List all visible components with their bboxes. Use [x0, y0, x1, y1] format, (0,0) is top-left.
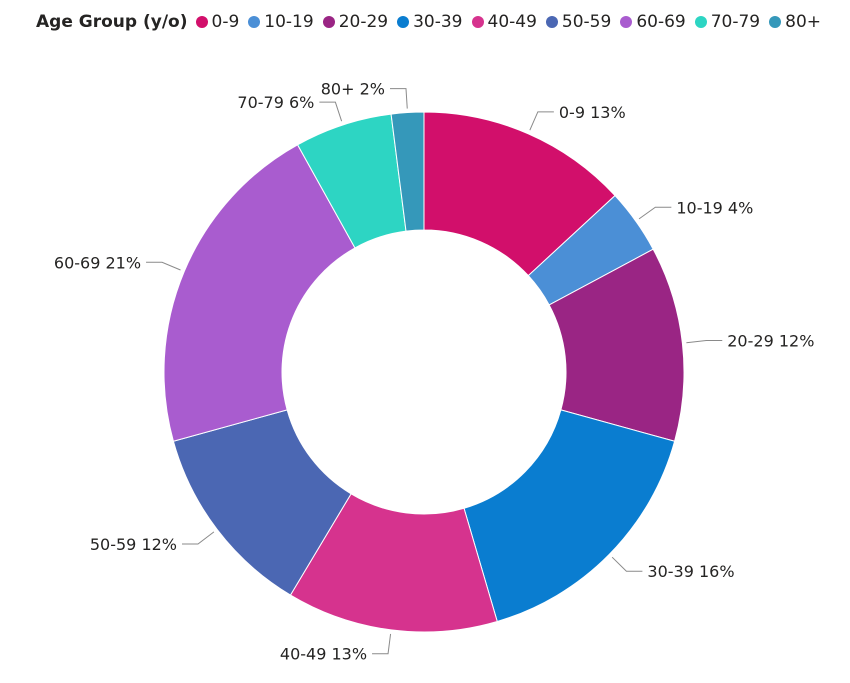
legend-swatch — [322, 16, 335, 28]
legend-item-20-29[interactable]: 20-29 — [322, 12, 389, 32]
leader-line-10-19 — [638, 206, 672, 220]
legend-label: 10-19 — [264, 12, 314, 32]
leader-line-60-69 — [146, 261, 181, 271]
legend-item-0-9[interactable]: 0-9 — [195, 12, 240, 32]
data-label-50-59: 50-59 12% — [90, 535, 177, 554]
legend-item-50-59[interactable]: 50-59 — [545, 12, 612, 32]
leader-line-0-9 — [529, 111, 554, 131]
legend-swatch — [397, 16, 410, 28]
legend-swatch — [545, 16, 558, 28]
legend-swatch — [620, 16, 633, 28]
data-label-30-39: 30-39 16% — [647, 562, 734, 581]
legend-label: 0-9 — [211, 12, 240, 32]
legend-label: 50-59 — [561, 12, 612, 32]
legend-label: 80+ — [785, 12, 822, 32]
legend-label: 60-69 — [636, 12, 686, 32]
legend-swatch — [769, 16, 782, 28]
legend-item-70-79[interactable]: 70-79 — [694, 12, 761, 32]
legend-swatch — [471, 16, 484, 28]
leader-line-30-39 — [611, 556, 643, 572]
legend-swatch — [195, 16, 208, 28]
slice-80+[interactable] — [390, 111, 425, 232]
chart-legend: Age Group (y/o) 0-9 10-19 20-29 30-39 40-49 5… — [0, 0, 850, 44]
data-label-10-19: 10-19 4% — [676, 198, 753, 217]
data-label-70-79: 70-79 6% — [237, 93, 314, 112]
data-label-20-29: 20-29 12% — [727, 332, 814, 351]
data-label-0-9: 0-9 13% — [559, 103, 626, 122]
legend-swatch — [248, 16, 261, 28]
leader-line-80+ — [389, 88, 408, 109]
legend-swatch — [694, 16, 707, 28]
legend-label: 30-39 — [413, 12, 463, 32]
data-label-40-49: 40-49 13% — [280, 645, 367, 664]
data-label-60-69: 60-69 21% — [54, 253, 141, 272]
legend-label: 70-79 — [710, 12, 761, 32]
legend-title: Age Group (y/o) — [36, 12, 188, 32]
legend-item-30-39[interactable]: 30-39 — [397, 12, 463, 32]
legend-items: 0-9 10-19 20-29 30-39 40-49 50-59 60-69 70-79 80… — [195, 12, 831, 32]
legend-label: 40-49 — [487, 12, 537, 32]
slice-60-69[interactable] — [163, 144, 356, 442]
legend-item-40-49[interactable]: 40-49 — [471, 12, 537, 32]
slice-30-39[interactable] — [463, 409, 676, 623]
leader-line-70-79 — [319, 101, 343, 122]
leader-line-50-59 — [182, 531, 215, 545]
legend-item-10-19[interactable]: 10-19 — [248, 12, 314, 32]
leader-line-20-29 — [686, 340, 723, 344]
legend-item-60-69[interactable]: 60-69 — [620, 12, 686, 32]
data-label-80+: 80+ 2% — [321, 80, 385, 99]
legend-item-80+[interactable]: 80+ — [769, 12, 821, 32]
legend-label: 20-29 — [338, 12, 389, 32]
leader-line-40-49 — [372, 633, 392, 655]
